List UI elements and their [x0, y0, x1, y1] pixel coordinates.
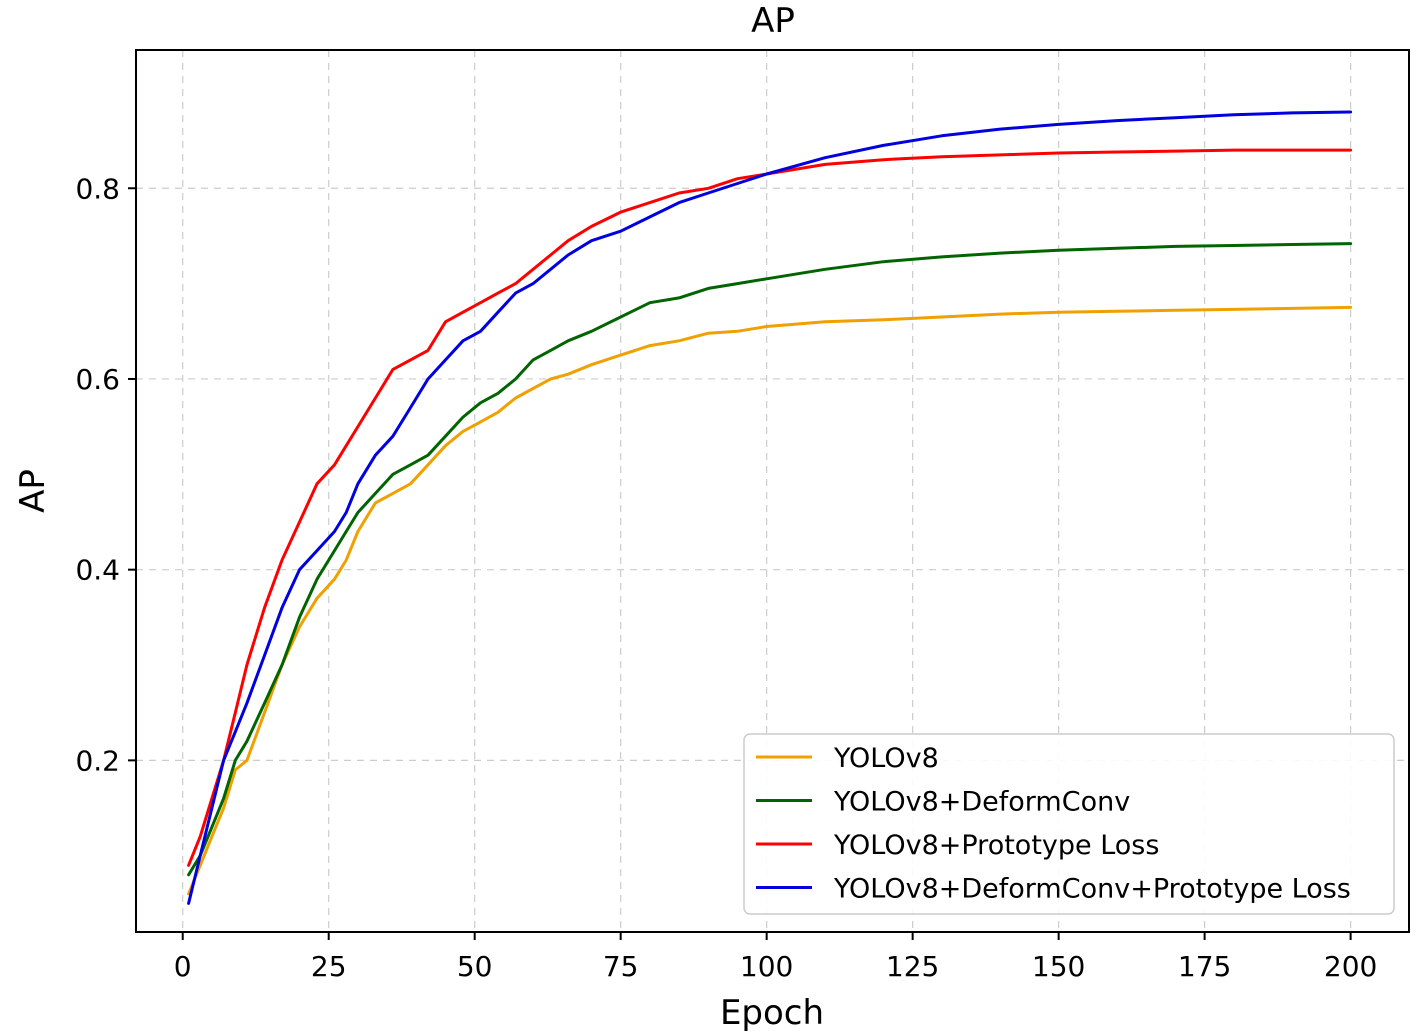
series-line-4	[187, 110, 1353, 905]
legend: YOLOv8 YOLOv8+DeformConv YOLOv8+Prototype …	[743, 733, 1395, 915]
series-line-2	[187, 242, 1353, 877]
x-tick-label: 200	[1324, 950, 1377, 983]
plot-frame	[135, 49, 1410, 933]
x-axis-title: Epoch	[720, 993, 824, 1033]
x-tick-label: 50	[457, 950, 493, 983]
legend-box	[743, 733, 1395, 915]
legend-label-2: YOLOv8+DeformConv	[833, 787, 1130, 818]
x-tick-label: 175	[1178, 950, 1231, 983]
x-tick-label: 0	[174, 950, 192, 983]
legend-label-1: YOLOv8	[833, 743, 939, 774]
x-tick-label: 150	[1032, 950, 1085, 983]
y-tick-label: 0.8	[75, 172, 120, 205]
series-group	[187, 110, 1353, 905]
y-tick-label: 0.6	[75, 363, 120, 396]
series-line-3	[187, 148, 1353, 867]
y-axis: 0.2 0.4 0.6 0.8	[75, 172, 136, 777]
x-tick-label: 25	[311, 950, 347, 983]
y-tick-label: 0.4	[75, 554, 120, 587]
y-tick-label: 0.2	[75, 744, 120, 777]
legend-label-4: YOLOv8+DeformConv+Prototype Loss	[833, 874, 1351, 905]
x-tick-label: 75	[603, 950, 639, 983]
y-axis-title: AP	[13, 469, 53, 513]
legend-label-3: YOLOv8+Prototype Loss	[833, 830, 1159, 861]
x-tick-label: 125	[886, 950, 939, 983]
chart-title: AP	[751, 1, 795, 41]
x-tick-label: 100	[740, 950, 793, 983]
x-axis: 0 25 50 75 100 125 150 175 200	[174, 932, 1377, 983]
